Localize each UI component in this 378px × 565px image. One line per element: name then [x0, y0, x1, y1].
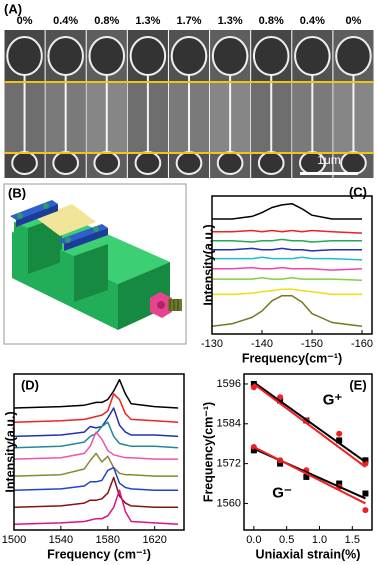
spectrum — [212, 288, 362, 296]
panel-label: (E) — [349, 377, 366, 392]
x-tick-label: -150 — [301, 338, 323, 350]
sem-hole — [294, 36, 331, 76]
sem-hole — [6, 36, 43, 76]
device-drawing — [3, 183, 187, 345]
panel-label: (D) — [21, 377, 39, 392]
panel-label: (A) — [4, 1, 22, 16]
spectrum — [14, 489, 179, 526]
strain-label: 1.3% — [218, 15, 243, 27]
x-tick-label: 1540 — [49, 534, 73, 546]
x-tick-label: 1500 — [2, 534, 26, 546]
spectrum — [212, 202, 362, 220]
x-tick-label: 1580 — [96, 534, 120, 546]
sem-hole — [134, 151, 162, 175]
strain-label: 0% — [345, 15, 361, 27]
sem-hole — [88, 36, 126, 76]
point — [362, 490, 369, 497]
spectrum — [212, 247, 362, 252]
point — [362, 457, 369, 464]
y-tick-label: 1584 — [217, 418, 241, 430]
point — [336, 480, 343, 487]
x-tick-label: 0.5 — [279, 534, 294, 546]
spectrum — [14, 431, 179, 460]
spectrum — [14, 452, 179, 477]
strain-label: 0.8% — [259, 15, 284, 27]
scale-bar — [300, 172, 358, 175]
y-tick-label: 1560 — [217, 497, 241, 509]
sem-hole — [340, 151, 367, 175]
spectrum — [212, 277, 363, 282]
sem-hole — [335, 36, 372, 76]
x-tick-label: -130 — [201, 338, 223, 350]
x-axis-label: Frequency (cm⁻¹) — [47, 547, 151, 561]
fit-line — [253, 381, 367, 463]
point — [277, 460, 284, 467]
sem-hole — [252, 36, 290, 76]
sem-hole — [257, 151, 285, 175]
spectrum — [212, 266, 363, 271]
strain-label: 1.3% — [135, 15, 160, 27]
y-axis-label: Intensity(a.u.) — [3, 411, 17, 492]
annotation: G⁺ — [323, 392, 343, 409]
spectrum — [212, 294, 363, 328]
plot-frame — [13, 373, 185, 531]
y-tick-label: 1572 — [217, 458, 241, 470]
y-axis-label: Intensity(a.u.) — [201, 224, 215, 305]
x-axis-label: Frequency(cm⁻¹) — [242, 351, 342, 365]
fit-line — [253, 383, 367, 468]
x-tick-label: 1.5 — [345, 534, 360, 546]
point — [303, 473, 310, 480]
annotation: G⁻ — [272, 484, 292, 501]
sem-hole — [93, 151, 121, 175]
spectrum — [14, 476, 179, 509]
strain-label: 0% — [17, 15, 33, 27]
spectrum — [14, 378, 179, 409]
point — [277, 394, 284, 401]
x-tick-label: -140 — [251, 338, 273, 350]
plot-frame — [211, 195, 373, 335]
spectrum — [14, 466, 179, 492]
fit-line — [253, 446, 366, 505]
sem-hole — [52, 151, 79, 175]
panel-label: (C) — [349, 184, 367, 199]
panel-label: (B) — [8, 185, 26, 200]
spectrum — [212, 256, 363, 261]
scale-bar-label: 1μm — [317, 153, 341, 167]
spectrum — [14, 393, 179, 423]
sem-hole — [47, 36, 84, 76]
sem-hole — [175, 151, 203, 175]
plot-frame — [243, 373, 373, 531]
y-axis-label: Frequency(cm⁻¹) — [201, 402, 215, 502]
x-axis-label: Uniaxial strain(%) — [256, 547, 361, 561]
point — [362, 507, 369, 514]
x-tick-label: 1.0 — [312, 534, 327, 546]
strain-label: 0.4% — [53, 15, 78, 27]
x-tick-label: 0.0 — [246, 534, 261, 546]
spectrum — [14, 407, 179, 438]
point — [250, 447, 257, 454]
spectrum — [212, 229, 363, 234]
sem-hole — [11, 151, 38, 175]
strain-label: 1.7% — [176, 15, 201, 27]
strain-label: 0.4% — [300, 15, 325, 27]
sem-hole — [211, 36, 249, 76]
x-tick-label: -160 — [351, 338, 373, 350]
strain-label: 0.8% — [94, 15, 119, 27]
y-tick-label: 1596 — [217, 378, 241, 390]
sem-hole — [170, 36, 208, 76]
sem-hole — [216, 151, 244, 175]
x-tick-label: 1620 — [142, 534, 166, 546]
point — [336, 437, 343, 444]
sem-hole — [129, 36, 167, 76]
spectrum — [14, 421, 179, 449]
spectrum — [212, 238, 362, 243]
point — [336, 430, 343, 437]
sem-images — [4, 30, 374, 178]
